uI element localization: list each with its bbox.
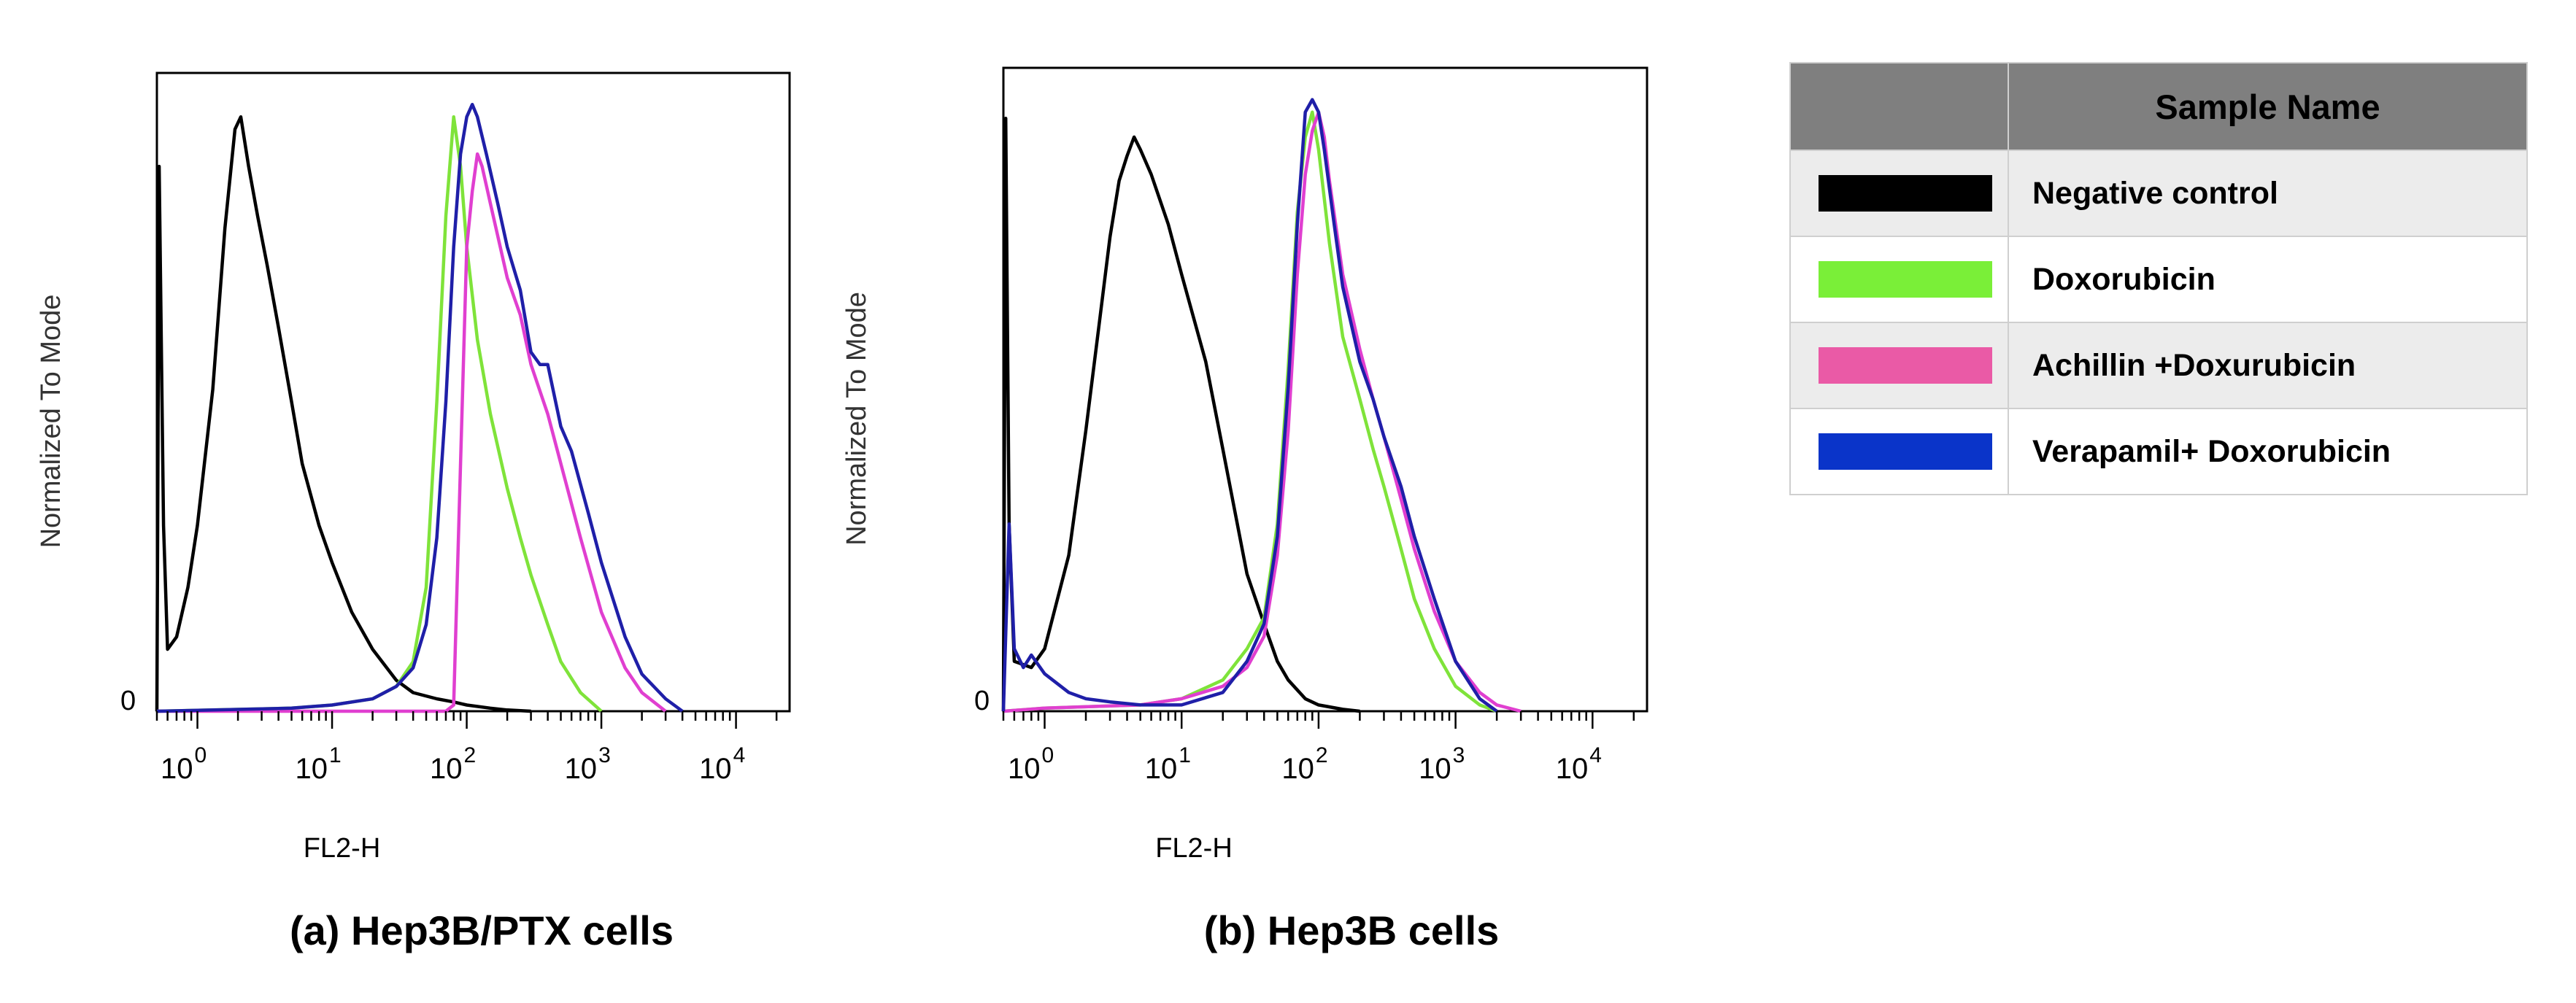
legend-swatch-verapamil: [1819, 433, 1992, 470]
x-tick-label-exponent: 2: [464, 743, 477, 767]
x-tick-label-base: 10: [1145, 753, 1178, 785]
chart-title: (a) Hep3B/PTX cells: [290, 907, 674, 953]
plot-frame: [155, 71, 791, 713]
legend-table: Sample Name Negative control Doxorubicin…: [1789, 62, 2528, 495]
series-line-verapamil: [1001, 98, 1498, 713]
x-tick-label-exponent: 0: [1042, 743, 1054, 767]
legend-row: Achillin +Doxurubicin: [1789, 322, 2528, 409]
legend-label: Achillin +Doxurubicin: [2008, 322, 2528, 409]
legend-row: Negative control: [1789, 150, 2528, 237]
x-tick-label-base: 10: [699, 753, 732, 785]
x-tick-label-exponent: 1: [1179, 743, 1191, 767]
series-line-negative-control: [1001, 116, 1360, 713]
x-tick-label-base: 10: [1419, 753, 1451, 785]
legend-header-row: Sample Name: [1789, 62, 2528, 151]
x-tick-label-base: 10: [565, 753, 598, 785]
x-tick-label-base: 10: [430, 753, 463, 785]
x-tick-label-exponent: 3: [598, 743, 611, 767]
series-line-doxorubicin: [1003, 110, 1497, 713]
y-axis-label: Normalized To Mode: [36, 295, 66, 549]
chart-title: (b) Hep3B cells: [1204, 907, 1500, 953]
legend-swatch-doxorubicin: [1819, 261, 1992, 298]
legend-label: Verapamil+ Doxorubicin: [2008, 408, 2528, 495]
x-tick-label-exponent: 0: [195, 743, 207, 767]
y-axis-label: Normalized To Mode: [841, 292, 872, 546]
legend-label: Negative control: [2008, 150, 2528, 237]
x-tick-label-base: 10: [1281, 753, 1314, 785]
x-tick-label-base: 10: [161, 753, 193, 785]
x-tick-label-exponent: 2: [1316, 743, 1328, 767]
x-tick-label-base: 10: [296, 753, 328, 785]
legend-swatch-negative-control: [1819, 175, 1992, 212]
legend-header: Sample Name: [2008, 62, 2528, 151]
y-tick-label: 0: [974, 686, 990, 716]
legend-header-swatch-column: [1789, 62, 2009, 151]
x-tick-label-exponent: 1: [329, 743, 342, 767]
x-tick-label-base: 10: [1008, 753, 1041, 785]
x-tick-label-exponent: 4: [1589, 743, 1602, 767]
x-tick-label-base: 10: [1556, 753, 1589, 785]
x-axis-label: FL2-H: [304, 833, 381, 864]
x-axis-label: FL2-H: [1155, 833, 1233, 864]
y-tick-label: 0: [120, 686, 136, 716]
legend-row: Doxorubicin: [1789, 236, 2528, 323]
x-tick-label-exponent: 3: [1453, 743, 1465, 767]
series-line-achillin: [157, 152, 667, 713]
legend-label: Doxorubicin: [2008, 236, 2528, 323]
series-line-verapamil: [156, 102, 684, 713]
x-tick-label-exponent: 4: [733, 743, 746, 767]
legend-row: Verapamil+ Doxorubicin: [1789, 408, 2528, 495]
legend-swatch-achillin: [1819, 347, 1992, 384]
series-line-negative-control: [155, 115, 531, 713]
series-line-doxorubicin: [156, 115, 603, 713]
